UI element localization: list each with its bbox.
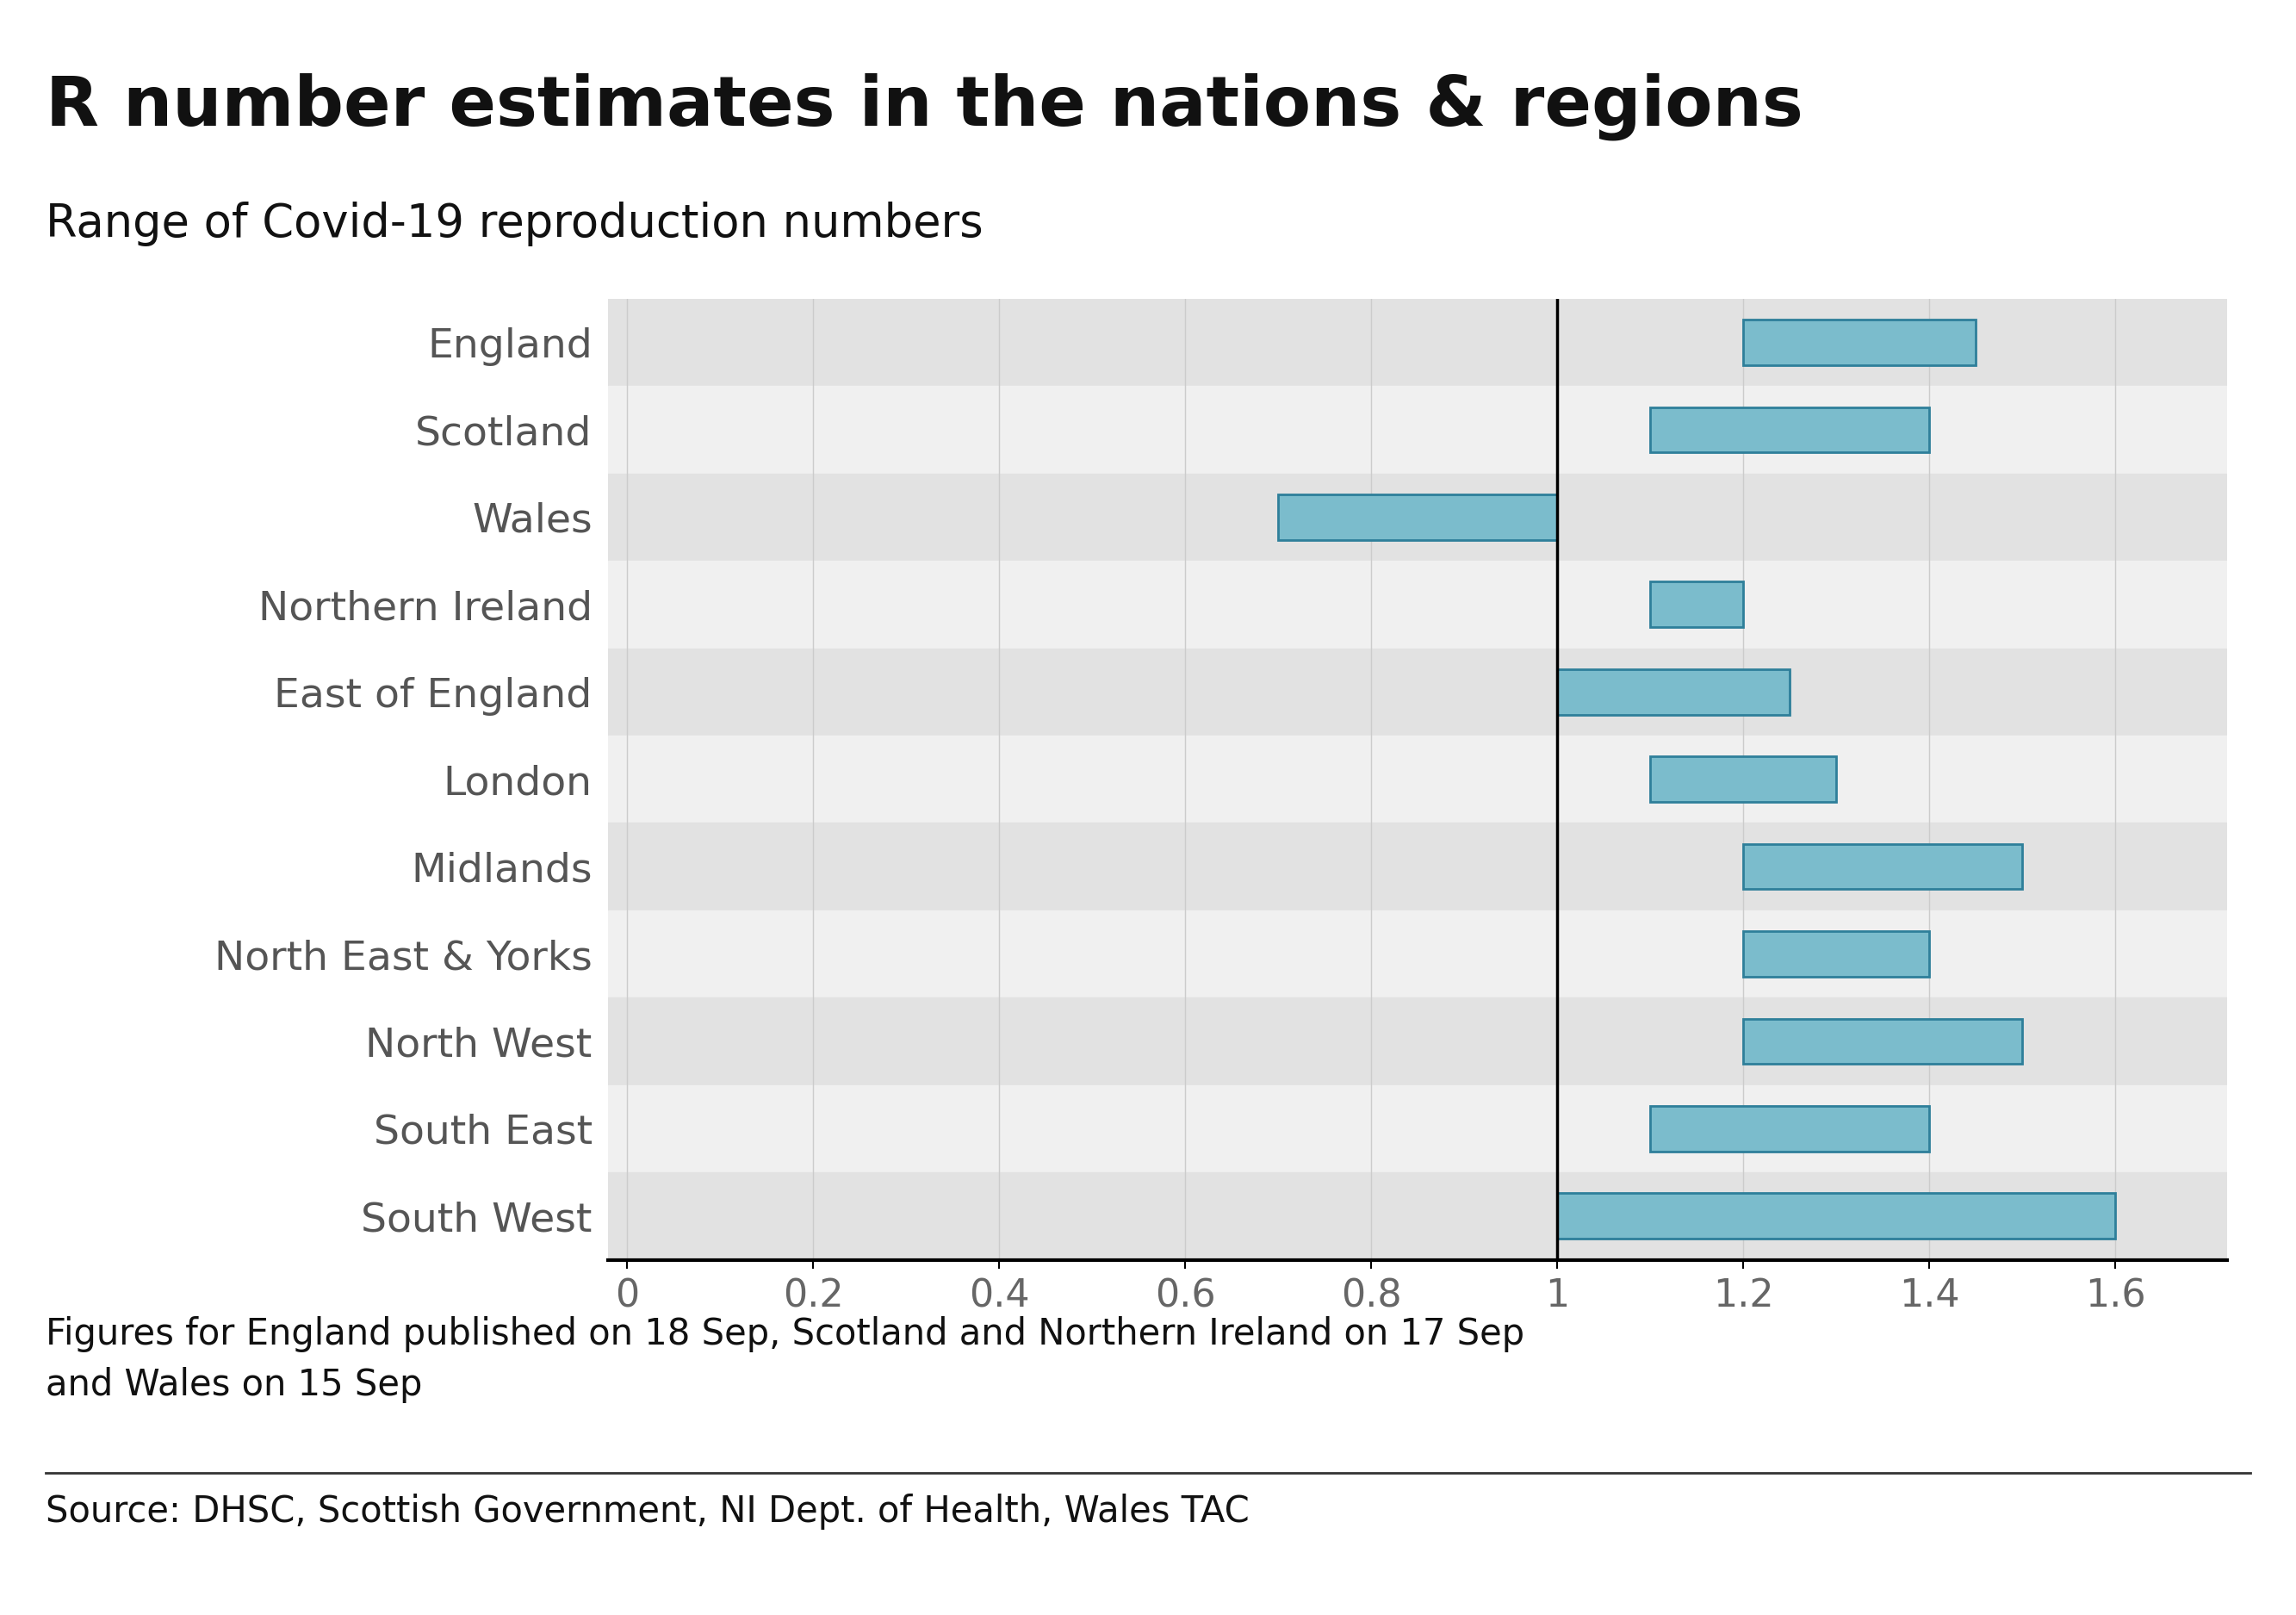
Text: Figures for England published on 18 Sep, Scotland and Northern Ireland on 17 Sep: Figures for England published on 18 Sep,… xyxy=(46,1316,1525,1403)
FancyBboxPatch shape xyxy=(1743,320,1977,365)
Bar xyxy=(608,299,2227,386)
Bar xyxy=(608,911,2227,998)
FancyBboxPatch shape xyxy=(1651,1106,1929,1151)
FancyBboxPatch shape xyxy=(1743,845,2023,890)
Bar xyxy=(608,386,2227,473)
Text: B: B xyxy=(2094,1528,2126,1570)
FancyBboxPatch shape xyxy=(1557,1193,2115,1239)
Bar xyxy=(608,560,2227,648)
Text: R number estimates in the nations & regions: R number estimates in the nations & regi… xyxy=(46,73,1805,141)
FancyBboxPatch shape xyxy=(1651,756,1837,803)
FancyBboxPatch shape xyxy=(1743,932,1929,977)
Bar xyxy=(608,1172,2227,1260)
Text: Range of Covid-19 reproduction numbers: Range of Covid-19 reproduction numbers xyxy=(46,202,983,247)
Text: C: C xyxy=(2190,1528,2223,1570)
Text: Source: DHSC, Scottish Government, NI Dept. of Health, Wales TAC: Source: DHSC, Scottish Government, NI De… xyxy=(46,1494,1249,1529)
FancyBboxPatch shape xyxy=(1651,581,1743,627)
Text: B: B xyxy=(1998,1528,2030,1570)
FancyBboxPatch shape xyxy=(1743,1019,2023,1064)
Bar xyxy=(608,735,2227,824)
Bar xyxy=(608,998,2227,1085)
Bar xyxy=(608,824,2227,911)
FancyBboxPatch shape xyxy=(1651,407,1929,452)
Bar xyxy=(608,648,2227,735)
Bar xyxy=(608,473,2227,560)
FancyBboxPatch shape xyxy=(1557,669,1791,714)
Bar xyxy=(608,1085,2227,1172)
FancyBboxPatch shape xyxy=(1279,494,1557,539)
